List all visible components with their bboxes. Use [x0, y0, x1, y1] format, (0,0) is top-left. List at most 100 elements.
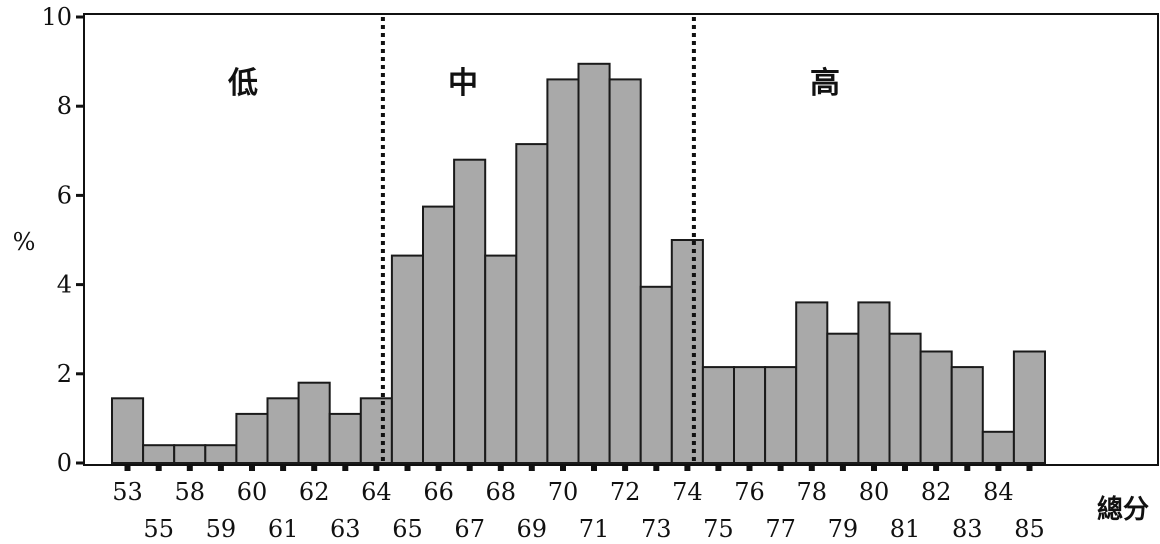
bar-73: [639, 285, 673, 464]
y-tick-label-0: 0: [57, 449, 72, 477]
x-tick-mark-81: [902, 465, 908, 471]
bar-80: [857, 301, 891, 464]
bar-63: [328, 412, 362, 464]
bar-58: [173, 444, 207, 465]
x-tick-mark-55: [155, 465, 162, 471]
x-tick-mark-60: [249, 465, 255, 471]
bar-79: [826, 332, 860, 465]
x-tick-mark-70: [560, 465, 566, 471]
y-tick-label-8: 8: [57, 92, 72, 120]
y-tick-label-10: 10: [41, 3, 72, 31]
bar-69: [515, 143, 549, 464]
bar-83: [950, 366, 984, 465]
x-tick-label-59: 59: [206, 515, 237, 543]
x-tick-label-72: 72: [610, 478, 641, 506]
x-tick-mark-68: [497, 465, 504, 471]
x-tick-mark-62: [311, 465, 318, 471]
x-tick-label-76: 76: [734, 478, 765, 506]
x-tick-label-73: 73: [641, 515, 672, 543]
x-tick-label-83: 83: [952, 515, 983, 543]
x-tick-mark-78: [808, 465, 815, 471]
bar-85: [1012, 350, 1047, 464]
bar-82: [919, 350, 953, 464]
bar-67: [453, 158, 487, 464]
x-tick-label-55: 55: [143, 515, 174, 543]
x-tick-mark-73: [653, 465, 660, 471]
bar-68: [484, 254, 518, 464]
bar-74: [670, 239, 704, 464]
x-tick-mark-66: [435, 465, 442, 471]
x-tick-label-61: 61: [268, 515, 299, 543]
bar-81: [888, 332, 922, 465]
x-tick-mark-80: [871, 465, 877, 471]
x-tick-mark-85: [1026, 465, 1033, 471]
bar-76: [733, 366, 767, 465]
y-tick-label-4: 4: [57, 271, 72, 299]
bar-60: [235, 412, 269, 464]
x-axis-ticks: 5355585960616263646566676869707172737475…: [112, 465, 1045, 543]
bar-65: [390, 254, 424, 464]
x-tick-label-60: 60: [237, 478, 268, 506]
x-tick-label-79: 79: [828, 515, 859, 543]
bar-77: [764, 366, 798, 465]
x-tick-label-71: 71: [579, 515, 610, 543]
x-tick-mark-65: [404, 465, 411, 471]
x-tick-mark-72: [622, 465, 629, 471]
x-tick-mark-83: [964, 465, 971, 471]
x-tick-mark-58: [186, 465, 193, 471]
x-tick-label-65: 65: [392, 515, 423, 543]
x-tick-label-74: 74: [672, 478, 703, 506]
y-axis-label: %: [13, 228, 36, 256]
x-tick-mark-75: [715, 465, 722, 471]
bar-71: [577, 62, 611, 465]
x-tick-label-68: 68: [486, 478, 517, 506]
x-tick-mark-79: [839, 465, 846, 471]
x-tick-mark-69: [528, 465, 535, 471]
bar-70: [546, 78, 580, 465]
region-label-high: 高: [810, 66, 840, 101]
x-tick-label-70: 70: [548, 478, 579, 506]
x-tick-label-69: 69: [517, 515, 548, 543]
x-tick-label-75: 75: [703, 515, 734, 543]
x-tick-label-84: 84: [983, 478, 1014, 506]
bar-72: [608, 78, 642, 465]
region-label-low: 低: [227, 66, 258, 101]
y-tick-label-2: 2: [57, 360, 72, 388]
x-tick-label-64: 64: [361, 478, 392, 506]
x-tick-label-53: 53: [112, 478, 143, 506]
x-tick-mark-61: [280, 465, 287, 471]
bar-62: [297, 381, 331, 465]
bar-78: [795, 301, 829, 464]
region-label-mid: 中: [448, 66, 478, 101]
x-tick-label-62: 62: [299, 478, 330, 506]
bar-66: [422, 205, 456, 464]
x-tick-label-58: 58: [175, 478, 206, 506]
y-axis-ticks: 0 2 4 6 8 10: [41, 3, 84, 477]
x-tick-mark-76: [746, 465, 753, 471]
x-tick-mark-84: [995, 465, 1002, 471]
x-tick-mark-64: [373, 465, 380, 471]
x-tick-label-77: 77: [765, 515, 796, 543]
region-dividers: [380, 17, 696, 463]
x-tick-mark-71: [591, 465, 597, 471]
x-tick-label-81: 81: [890, 515, 921, 543]
plot-frame: [83, 13, 1159, 466]
x-tick-mark-53: [124, 465, 131, 471]
bar-59: [204, 444, 238, 465]
x-tick-mark-63: [342, 465, 349, 471]
x-tick-label-66: 66: [423, 478, 454, 506]
x-tick-mark-74: [684, 465, 691, 471]
bar-53: [111, 397, 145, 464]
x-tick-label-78: 78: [797, 478, 828, 506]
x-tick-label-85: 85: [1014, 515, 1045, 543]
bar-75: [701, 366, 736, 465]
bar-55: [142, 444, 176, 465]
x-tick-label-63: 63: [330, 515, 361, 543]
x-tick-mark-77: [777, 465, 784, 471]
x-tick-mark-82: [933, 465, 940, 471]
x-tick-mark-59: [217, 465, 224, 471]
bars-layer: [111, 62, 1047, 465]
x-tick-label-80: 80: [859, 478, 890, 506]
bar-64: [359, 397, 393, 464]
